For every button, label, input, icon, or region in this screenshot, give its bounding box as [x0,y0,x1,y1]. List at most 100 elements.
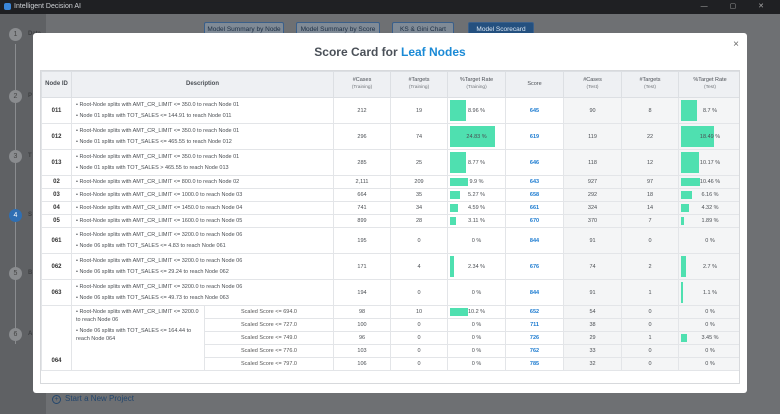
target-rate-cell: 10.2 % [447,305,507,319]
target-rate-value: 10.17 % [699,159,721,166]
cases-training-cell: 212 [333,97,392,124]
col-cases-training[interactable]: #Cases (Training) [333,71,392,98]
table-row[interactable]: 012 • Root-Node splits with AMT_CR_LIMIT … [41,123,739,150]
targets-test-cell: 0 [621,318,680,332]
table-row[interactable]: 064 • Root-Node splits with AMT_CR_LIMIT … [41,305,739,371]
col-score[interactable]: Score [505,71,565,98]
table-row[interactable]: Scaled Score <= 727.0 100 0 0 % 711 38 0 0 % [42,318,739,332]
target-rate-cell: 8.77 % [447,149,507,176]
step-6[interactable]: 6 [9,328,22,341]
table-row[interactable]: 05 • Root-Node splits with AMT_CR_LIMIT <… [41,214,739,228]
col-rate-training[interactable]: %Target Rate (Training) [447,71,507,98]
cases-training-cell: 96 [333,331,392,345]
target-rate-bar [450,191,460,199]
cases-training-cell: 98 [333,305,392,319]
node-id-cell: 064 [41,305,72,371]
title-bar: Intelligent Decision AI — ▢ ✕ [0,0,780,14]
target-rate-bar [450,217,456,225]
target-rate-bar [681,204,689,212]
table-row[interactable]: 061 • Root-Node splits with AMT_CR_LIMIT … [41,227,739,254]
score-cell: 652 [505,305,565,319]
table-row[interactable]: 013 • Root-Node splits with AMT_CR_LIMIT … [41,149,739,176]
table-row[interactable]: Scaled Score <= 776.0 103 0 0 % 762 33 0 0 % [42,344,739,358]
node-id-cell: 02 [41,175,72,189]
cases-training-cell: 100 [333,318,392,332]
description-line: • Root-Node splits with AMT_CR_LIMIT <= … [76,101,240,108]
targets-test-cell: 97 [621,175,680,189]
description-line: • Root-Node splits with AMT_CR_LIMIT <= … [76,127,240,134]
target-rate-cell: 0 % [678,318,739,332]
target-rate-cell: 0 % [678,344,739,358]
col-description[interactable]: Description [70,71,335,98]
description-cell: • Root-Node splits with AMT_CR_LIMIT <= … [70,253,335,280]
targets-test-cell: 0 [621,357,680,371]
description-line: • Root-Node splits with AMT_CR_LIMIT <= … [76,178,240,185]
target-rate-value: 8.7 % [702,107,718,114]
target-rate-value: 1.1 % [702,289,718,296]
cases-test-cell: 54 [563,305,623,319]
table-row[interactable]: 03 • Root-Node splits with AMT_CR_LIMIT <… [41,188,739,202]
target-rate-bar [450,126,495,147]
col-targets-training[interactable]: #Targets (Training) [390,71,449,98]
cases-training-cell: 171 [333,253,392,280]
step-2[interactable]: 2 [9,90,22,103]
step-3[interactable]: 3 [9,150,22,163]
target-rate-cell: 0 % [447,357,507,371]
target-rate-cell: 8.7 % [678,97,739,124]
table-row[interactable]: Scaled Score <= 797.0 106 0 0 % 785 32 0 0 % [42,357,739,371]
target-rate-value: 0 % [471,335,482,341]
score-cell: 844 [505,279,565,306]
table-row[interactable]: 02 • Root-Node splits with AMT_CR_LIMIT <… [41,175,739,189]
window-controls[interactable]: — ▢ ✕ [700,3,774,10]
target-rate-cell: 3.45 % [678,331,739,345]
target-rate-bar [681,334,688,342]
cases-training-cell: 195 [333,227,392,254]
scorecard-table-container[interactable]: Node ID Description #Cases (Training) #Ta… [40,70,740,384]
description-cell: • Root-Node splits with AMT_CR_LIMIT <= … [71,305,205,371]
close-icon[interactable]: × [733,39,739,50]
table-row[interactable]: 063 • Root-Node splits with AMT_CR_LIMIT … [41,279,739,306]
table-row[interactable]: 062 • Root-Node splits with AMT_CR_LIMIT … [41,253,739,280]
step-1[interactable]: 1 [9,28,22,41]
score-cell: 676 [505,253,565,280]
description-line: • Node 06 splits with TOT_SALES <= 49.73… [76,294,229,301]
step-4[interactable]: 4 [9,209,22,222]
cases-test-cell: 91 [563,227,623,254]
table-row[interactable]: 04 • Root-Node splits with AMT_CR_LIMIT <… [41,201,739,215]
col-cases-test[interactable]: #Cases (Test) [563,71,623,98]
description-line: • Root-Node splits with AMT_CR_LIMIT <= … [76,217,243,224]
table-row[interactable]: 011 • Root-Node splits with AMT_CR_LIMIT … [41,97,739,124]
cases-test-cell: 119 [563,123,623,150]
description-line: • Node 01 splits with TOT_SALES <= 144.9… [76,112,232,119]
target-rate-bar [681,282,684,303]
targets-training-cell: 10 [390,305,449,319]
new-project-label: Start a New Project [65,394,134,403]
target-rate-value: 0 % [471,348,482,354]
step-5[interactable]: 5 [9,267,22,280]
target-rate-value: 4.32 % [701,205,719,211]
score-cell: 670 [505,214,565,228]
cases-training-cell: 285 [333,149,392,176]
col-rate-test[interactable]: %Target Rate (Test) [678,71,739,98]
target-rate-cell: 0 % [447,344,507,358]
target-rate-bar [681,256,686,277]
cases-training-cell: 741 [333,201,392,215]
targets-test-cell: 1 [621,331,680,345]
target-rate-bar [681,152,700,173]
targets-training-cell: 34 [390,201,449,215]
description-line: • Root-Node splits with AMT_CR_LIMIT <= … [76,191,243,198]
step-2-label: P [28,93,33,99]
targets-training-cell: 25 [390,149,449,176]
target-rate-bar [450,204,459,212]
new-project-link[interactable]: + Start a New Project [52,394,134,404]
col-node-id[interactable]: Node ID [41,71,72,98]
step-4-label: S [28,212,33,218]
col-targets-test[interactable]: #Targets (Test) [621,71,680,98]
target-rate-value: 0 % [471,237,482,244]
scorecard-table: Node ID Description #Cases (Training) #Ta… [41,71,739,371]
target-rate-bar [450,100,467,121]
targets-training-cell: 28 [390,214,449,228]
description-line: • Root-Node splits with AMT_CR_LIMIT <= … [76,153,240,160]
target-rate-cell: 1.89 % [678,214,739,228]
node-id-cell: 062 [41,253,72,280]
